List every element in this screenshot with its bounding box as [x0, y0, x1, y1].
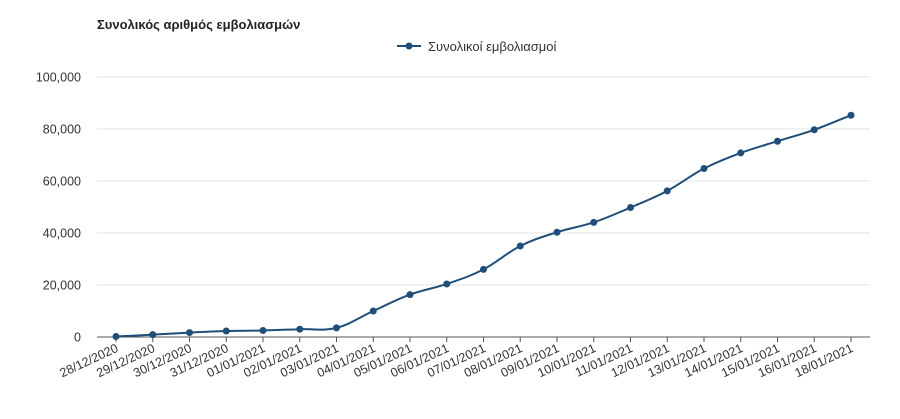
y-tick-label: 80,000: [43, 123, 81, 137]
chart-title: Συνολικός αριθμός εμβολιασμών: [97, 17, 301, 32]
data-point[interactable]: [296, 325, 304, 333]
y-tick-label: 60,000: [43, 175, 81, 189]
series-group: [112, 111, 855, 340]
data-point[interactable]: [443, 280, 451, 288]
y-tick-label: 0: [74, 331, 81, 345]
data-point[interactable]: [480, 265, 487, 273]
y-tick-label: 40,000: [43, 227, 81, 241]
data-point[interactable]: [259, 327, 267, 334]
y-tick-label: 20,000: [43, 279, 81, 293]
data-point[interactable]: [627, 204, 634, 212]
y-tick-label: 100,000: [36, 71, 81, 85]
y-axis: 0 20,000 40,000 60,000 80,000 100,000: [36, 71, 81, 345]
data-point[interactable]: [700, 165, 708, 173]
legend-label: Συνολικοί εμβολιασμοί: [428, 39, 556, 54]
data-point[interactable]: [222, 327, 230, 335]
data-point[interactable]: [774, 137, 781, 145]
data-point[interactable]: [590, 218, 598, 226]
data-point[interactable]: [663, 187, 671, 195]
data-point[interactable]: [553, 228, 561, 236]
data-point[interactable]: [369, 307, 377, 315]
data-point[interactable]: [516, 242, 524, 250]
grid-lines: [97, 76, 870, 338]
data-point[interactable]: [406, 291, 414, 299]
series-line: [115, 114, 852, 338]
data-point[interactable]: [333, 324, 340, 332]
data-point[interactable]: [186, 329, 193, 337]
data-point[interactable]: [112, 332, 120, 340]
data-point[interactable]: [737, 149, 745, 157]
legend[interactable]: Συνολικοί εμβολιασμοί: [397, 39, 556, 54]
legend-marker-dot: [405, 42, 413, 50]
data-point[interactable]: [810, 126, 818, 134]
data-point[interactable]: [149, 331, 157, 339]
x-axis: 28/12/202029/12/202030/12/202031/12/2020…: [58, 337, 855, 380]
data-point[interactable]: [847, 111, 855, 119]
